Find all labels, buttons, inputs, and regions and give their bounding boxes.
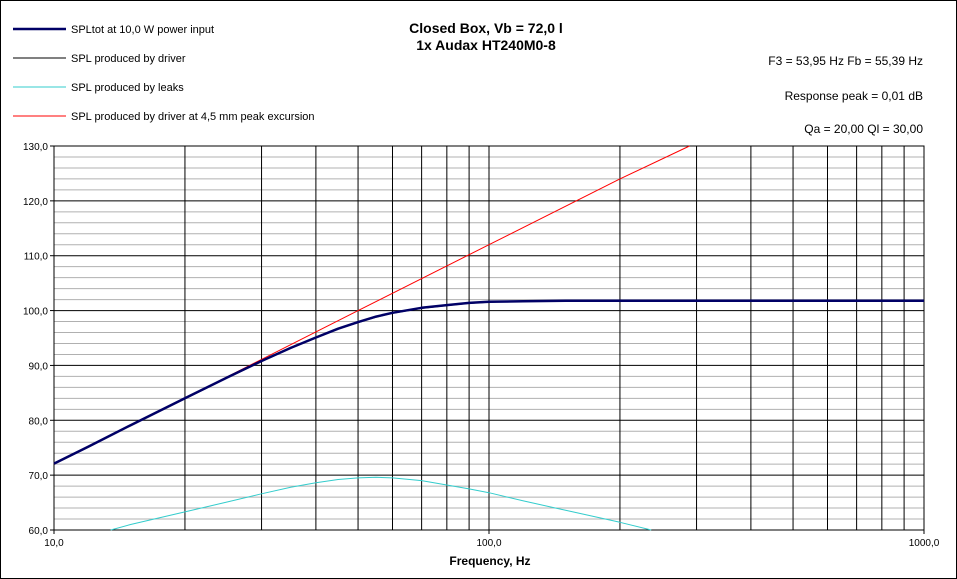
- qa-ql-info: Qa = 20,00 Ql = 30,00: [804, 122, 923, 136]
- series-line-0: [53, 299, 924, 465]
- y-tick-label: 130,0: [23, 142, 48, 153]
- y-tick-label: 90,0: [29, 361, 49, 372]
- legend-label: SPL produced by driver: [71, 53, 186, 65]
- major-gridlines: [54, 145, 924, 531]
- chart-title-line-2: 1x Audax HT240M0-8: [416, 37, 556, 53]
- x-tick-label: 10,0: [44, 538, 64, 549]
- x-axis-ticks: 10,0 100,0 1000,0: [44, 530, 940, 549]
- y-tick-label: 70,0: [29, 471, 49, 482]
- x-tick-label: 100,0: [476, 538, 501, 549]
- series-line-2: [110, 476, 652, 531]
- y-tick-label: 100,0: [23, 307, 48, 318]
- legend-label: SPLtot at 10,0 W power input: [71, 24, 214, 36]
- legend: SPLtot at 10,0 W power input SPL produced…: [13, 24, 315, 123]
- x-axis-title: Frequency, Hz: [449, 554, 530, 568]
- legend-label: SPL produced by leaks: [71, 82, 184, 94]
- chart-title-line-1: Closed Box, Vb = 72,0 l: [409, 20, 563, 36]
- series-layer: [53, 145, 924, 531]
- response-peak-info: Response peak = 0,01 dB: [785, 89, 923, 103]
- x-tick-label: 1000,0: [909, 538, 940, 549]
- y-tick-label: 120,0: [23, 197, 48, 208]
- f3-fb-info: F3 = 53,95 Hz Fb = 55,39 Hz: [768, 54, 923, 68]
- y-tick-label: 80,0: [29, 416, 49, 427]
- y-axis-ticks: 60,0 70,0 80,0 90,0 100,0 110,0 120,0 130,0: [23, 142, 54, 537]
- y-tick-label: 60,0: [29, 526, 49, 537]
- legend-label: SPL produced by driver at 4,5 mm peak ex…: [71, 111, 315, 123]
- y-tick-label: 110,0: [24, 252, 49, 263]
